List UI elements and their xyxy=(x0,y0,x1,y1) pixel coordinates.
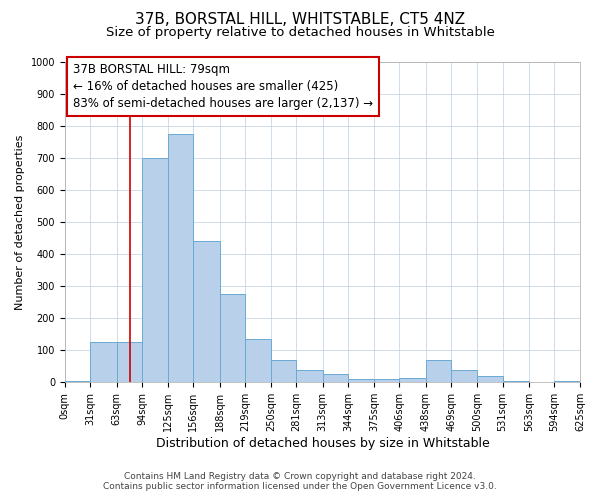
Text: Size of property relative to detached houses in Whitstable: Size of property relative to detached ho… xyxy=(106,26,494,39)
Bar xyxy=(271,360,296,382)
Bar xyxy=(400,378,426,382)
Bar xyxy=(245,339,271,382)
Bar xyxy=(193,241,220,382)
Bar xyxy=(168,134,193,382)
Bar xyxy=(477,376,503,382)
Text: Contains public sector information licensed under the Open Government Licence v3: Contains public sector information licen… xyxy=(103,482,497,491)
Bar xyxy=(426,360,451,382)
Bar xyxy=(220,294,245,382)
Bar xyxy=(296,370,323,382)
Bar xyxy=(91,342,117,382)
Bar xyxy=(451,370,477,382)
Bar xyxy=(142,158,168,382)
Bar xyxy=(65,380,91,382)
Text: Contains HM Land Registry data © Crown copyright and database right 2024.: Contains HM Land Registry data © Crown c… xyxy=(124,472,476,481)
Bar xyxy=(503,380,529,382)
Bar xyxy=(349,379,374,382)
Bar xyxy=(323,374,349,382)
X-axis label: Distribution of detached houses by size in Whitstable: Distribution of detached houses by size … xyxy=(155,437,489,450)
Text: 37B BORSTAL HILL: 79sqm
← 16% of detached houses are smaller (425)
83% of semi-d: 37B BORSTAL HILL: 79sqm ← 16% of detache… xyxy=(73,63,373,110)
Y-axis label: Number of detached properties: Number of detached properties xyxy=(15,134,25,310)
Bar xyxy=(374,379,400,382)
Text: 37B, BORSTAL HILL, WHITSTABLE, CT5 4NZ: 37B, BORSTAL HILL, WHITSTABLE, CT5 4NZ xyxy=(135,12,465,28)
Bar xyxy=(117,342,142,382)
Bar xyxy=(554,380,580,382)
